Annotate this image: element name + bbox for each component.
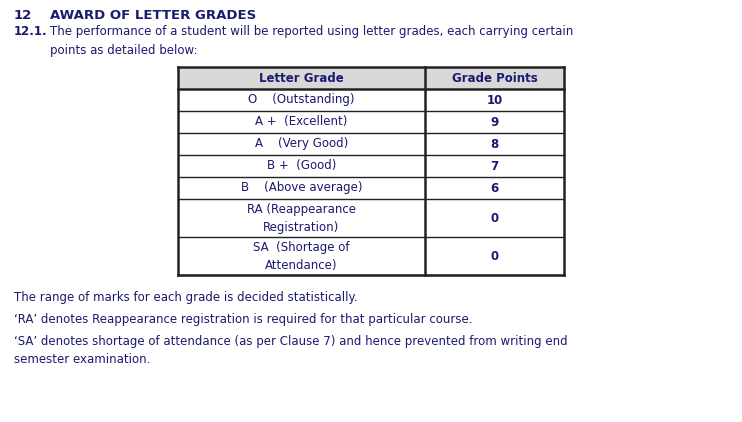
Text: 6: 6 <box>490 181 499 195</box>
Text: The performance of a student will be reported using letter grades, each carrying: The performance of a student will be rep… <box>50 25 574 57</box>
Text: O    (Outstanding): O (Outstanding) <box>249 94 355 106</box>
Text: ‘RA’ denotes Reappearance registration is required for that particular course.: ‘RA’ denotes Reappearance registration i… <box>14 313 473 326</box>
Text: 0: 0 <box>490 249 499 262</box>
Text: 12: 12 <box>14 9 32 22</box>
Bar <box>178 67 564 89</box>
Text: 10: 10 <box>486 94 502 106</box>
Text: 8: 8 <box>490 138 499 151</box>
Text: 9: 9 <box>490 116 499 129</box>
Text: SA  (Shortage of
Attendance): SA (Shortage of Attendance) <box>253 241 349 271</box>
Text: Letter Grade: Letter Grade <box>259 71 344 84</box>
Text: 12.1.: 12.1. <box>14 25 47 38</box>
Text: B    (Above average): B (Above average) <box>240 181 362 195</box>
Text: ‘SA’ denotes shortage of attendance (as per Clause 7) and hence prevented from w: ‘SA’ denotes shortage of attendance (as … <box>14 335 568 366</box>
Text: 0: 0 <box>490 211 499 225</box>
Text: The range of marks for each grade is decided statistically.: The range of marks for each grade is dec… <box>14 291 358 304</box>
Text: 7: 7 <box>490 160 499 173</box>
Text: AWARD OF LETTER GRADES: AWARD OF LETTER GRADES <box>50 9 256 22</box>
Text: A +  (Excellent): A + (Excellent) <box>255 116 348 129</box>
Text: A    (Very Good): A (Very Good) <box>255 138 348 151</box>
Text: RA (Reappearance
Registration): RA (Reappearance Registration) <box>247 203 356 233</box>
Text: B +  (Good): B + (Good) <box>267 160 336 173</box>
Text: Grade Points: Grade Points <box>452 71 537 84</box>
